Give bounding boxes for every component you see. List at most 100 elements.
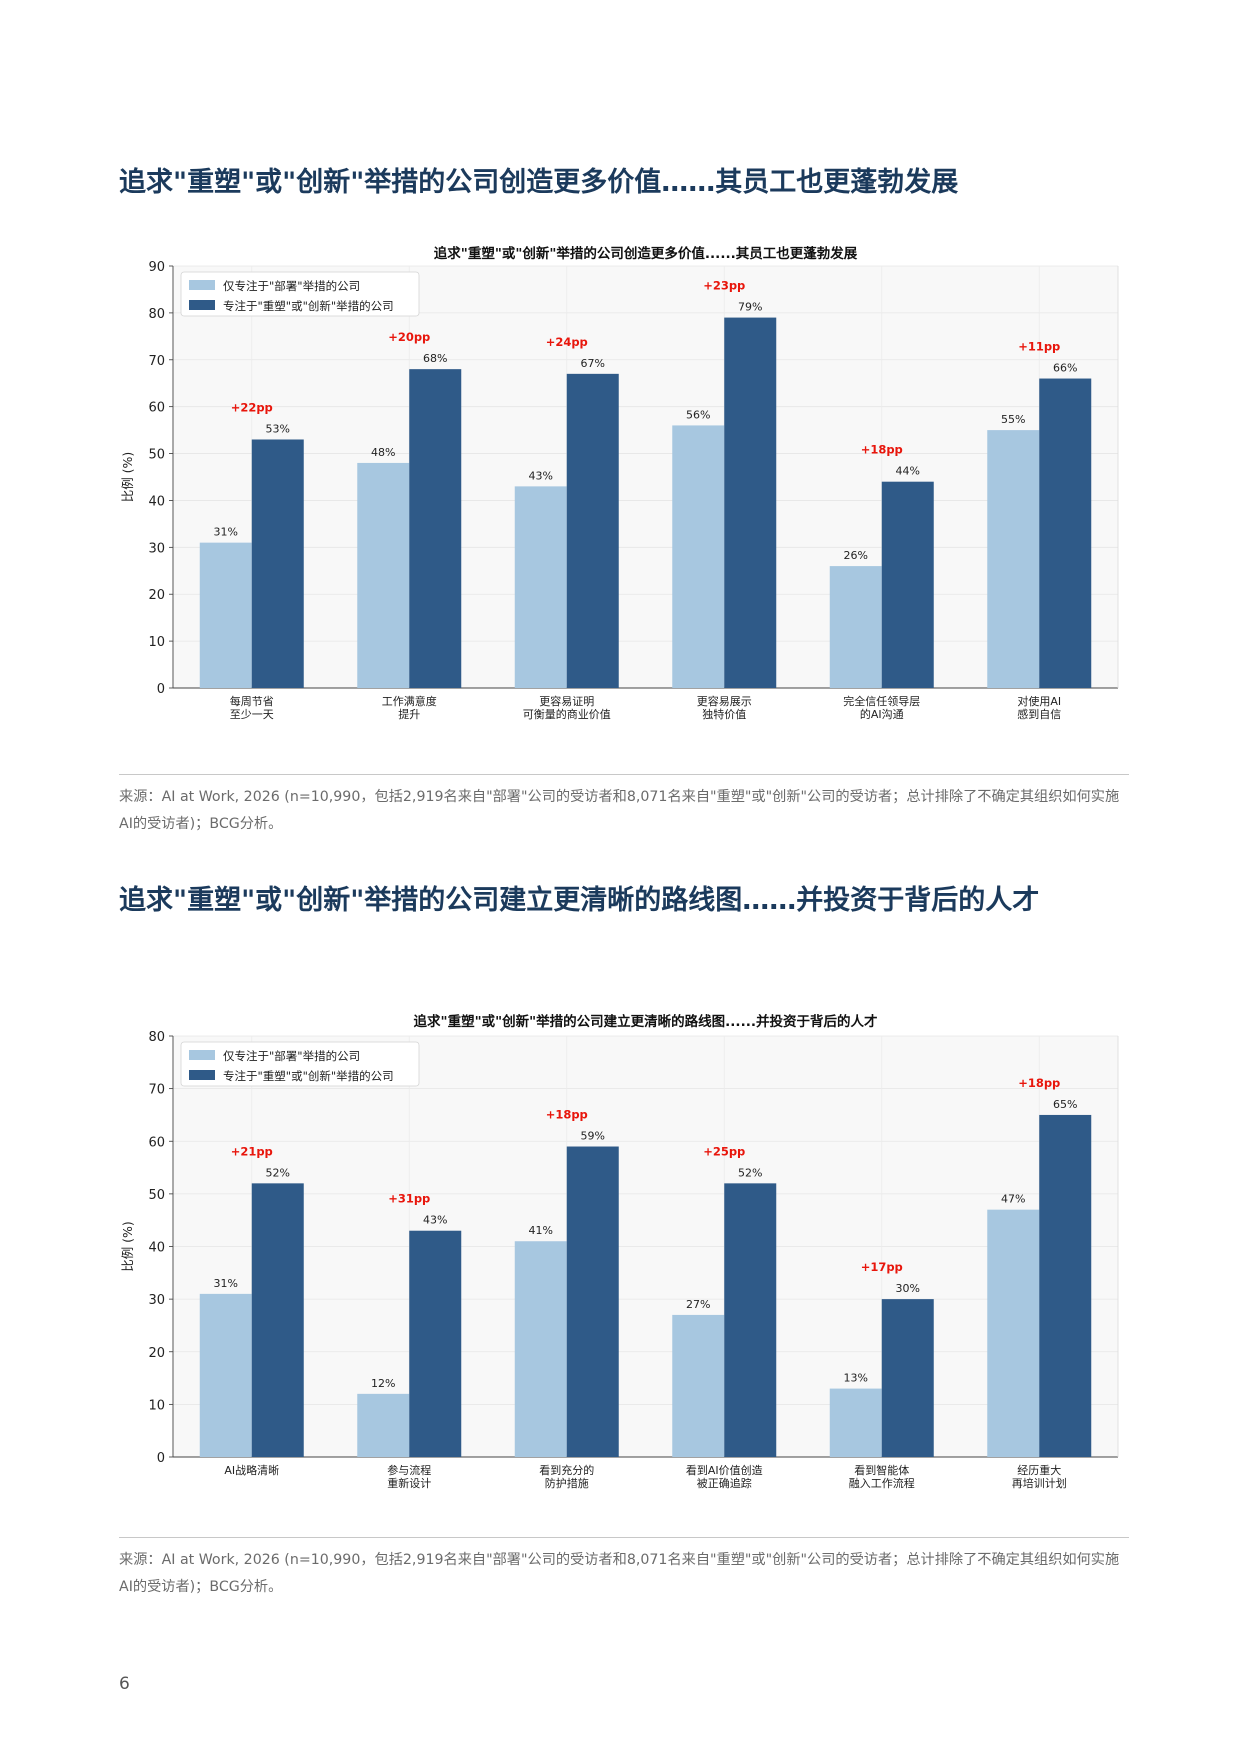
x-tick-label: 对使用AI: [1017, 694, 1061, 708]
y-tick-label: 50: [148, 448, 165, 463]
bar-deploy: [829, 566, 882, 688]
y-tick-label: 40: [148, 1241, 165, 1256]
section-2-heading: 追求"重塑"或"创新"举措的公司建立更清晰的路线图……并投资于背后的人才: [119, 885, 1040, 916]
y-tick-label: 70: [148, 1083, 165, 1098]
bar-deploy: [199, 542, 252, 688]
x-tick-label: 看到充分的: [539, 1463, 594, 1477]
delta-annotation: +18pp: [1018, 1076, 1060, 1090]
y-axis-label: 比例 (%): [120, 1221, 135, 1272]
x-tick-label: 工作满意度: [382, 694, 437, 708]
delta-annotation: +21pp: [231, 1144, 273, 1158]
delta-annotation: +31pp: [388, 1192, 430, 1206]
x-tick-label: 看到AI价值创造: [686, 1463, 763, 1477]
section-2-source-note: 来源：AI at Work, 2026 (n=10,990，包括2,919名来自…: [119, 1552, 1120, 1595]
x-tick-label: 每周节省: [230, 694, 274, 708]
legend-box: [180, 271, 420, 317]
legend-label: 专注于"重塑"或"创新"举措的公司: [223, 1069, 394, 1083]
x-tick-label: 看到智能体: [854, 1463, 909, 1477]
x-tick-label: 重新设计: [387, 1476, 431, 1490]
delta-annotation: +11pp: [1018, 340, 1060, 354]
bar-value-label: 52%: [266, 1166, 290, 1179]
delta-annotation: +22pp: [231, 400, 273, 414]
bar-reshape: [1039, 1114, 1092, 1457]
bar-reshape: [881, 1299, 934, 1457]
bar-value-label: 65%: [1053, 1098, 1077, 1111]
bar-deploy: [514, 1241, 567, 1457]
delta-annotation: +23pp: [703, 279, 745, 293]
x-tick-label: 可衡量的商业价值: [523, 707, 611, 721]
y-tick-label: 0: [157, 682, 165, 697]
bar-reshape: [566, 1146, 619, 1457]
bar-value-label: 56%: [686, 408, 710, 421]
delta-annotation: +25pp: [703, 1144, 745, 1158]
bar-reshape: [409, 1230, 462, 1457]
bar-value-label: 26%: [844, 549, 868, 562]
bar-deploy: [514, 486, 567, 688]
bar-reshape: [409, 369, 462, 688]
delta-annotation: +20pp: [388, 330, 430, 344]
bar-value-label: 48%: [371, 446, 395, 459]
section-1-source-note: 来源：AI at Work, 2026 (n=10,990，包括2,919名来自…: [119, 789, 1120, 832]
plot-area: [173, 266, 1118, 688]
x-tick-label: 融入工作流程: [849, 1476, 915, 1490]
bar-deploy: [357, 1393, 410, 1457]
legend-swatch: [189, 280, 215, 290]
legend-box: [180, 1041, 420, 1087]
bar-reshape: [566, 373, 619, 688]
y-tick-label: 50: [148, 1188, 165, 1203]
x-tick-label: 更容易证明: [539, 694, 594, 708]
y-tick-label: 10: [148, 1398, 165, 1413]
legend-label: 专注于"重塑"或"创新"举措的公司: [223, 299, 394, 313]
x-tick-label: AI战略清晰: [224, 1463, 279, 1477]
x-tick-label: 经历重大: [1017, 1463, 1061, 1477]
x-tick-label: 防护措施: [545, 1476, 589, 1490]
bar-value-label: 30%: [896, 1282, 920, 1295]
x-tick-label: 至少一天: [230, 708, 274, 721]
bar-value-label: 13%: [844, 1372, 868, 1385]
x-tick-label: 更容易展示: [697, 694, 752, 708]
bar-value-label: 67%: [581, 357, 605, 370]
bar-deploy: [987, 430, 1040, 688]
y-tick-label: 80: [148, 1030, 165, 1045]
bar-value-label: 31%: [214, 526, 238, 539]
legend-label: 仅专注于"部署"举措的公司: [223, 279, 360, 293]
x-tick-label: 参与流程: [387, 1463, 431, 1477]
bar-deploy: [199, 1293, 252, 1457]
chart-value-and-employees: 追求"重塑"或"创新"举措的公司创造更多价值......其员工也更蓬勃发展 0 10…: [120, 245, 1119, 721]
bar-value-label: 43%: [529, 469, 553, 482]
legend-label: 仅专注于"部署"举措的公司: [223, 1049, 360, 1063]
bar-value-label: 52%: [738, 1166, 762, 1179]
x-tick-label: 感到自信: [1017, 708, 1061, 721]
chart-title: 追求"重塑"或"创新"举措的公司建立更清晰的路线图......并投资于背后的人才: [414, 1013, 878, 1030]
y-tick-label: 90: [148, 260, 165, 275]
x-tick-label: 独特价值: [702, 707, 746, 721]
bar-deploy: [987, 1209, 1040, 1457]
y-tick-label: 20: [148, 588, 165, 603]
legend-swatch: [189, 1050, 215, 1060]
bar-value-label: 43%: [423, 1214, 447, 1227]
legend-swatch: [189, 300, 215, 310]
y-tick-label: 30: [148, 1293, 165, 1308]
x-tick-label: 完全信任领导层: [843, 694, 920, 708]
bar-reshape: [881, 481, 934, 688]
bar-value-label: 41%: [529, 1224, 553, 1237]
x-tick-label: 的AI沟通: [860, 707, 904, 721]
bar-deploy: [672, 1314, 725, 1457]
y-tick-label: 10: [148, 635, 165, 650]
delta-annotation: +18pp: [546, 1108, 588, 1122]
divider: [119, 774, 1129, 775]
bar-reshape: [724, 317, 777, 688]
bar-value-label: 47%: [1001, 1193, 1025, 1206]
bar-value-label: 44%: [896, 465, 920, 478]
delta-annotation: +18pp: [861, 443, 903, 457]
bar-value-label: 12%: [371, 1377, 395, 1390]
delta-annotation: +24pp: [546, 335, 588, 349]
y-tick-label: 60: [148, 401, 165, 416]
bar-reshape: [251, 1183, 304, 1457]
y-tick-label: 70: [148, 354, 165, 369]
bar-deploy: [829, 1388, 882, 1457]
bar-value-label: 27%: [686, 1298, 710, 1311]
y-tick-label: 20: [148, 1346, 165, 1361]
bar-value-label: 66%: [1053, 362, 1077, 375]
bar-value-label: 68%: [423, 352, 447, 365]
